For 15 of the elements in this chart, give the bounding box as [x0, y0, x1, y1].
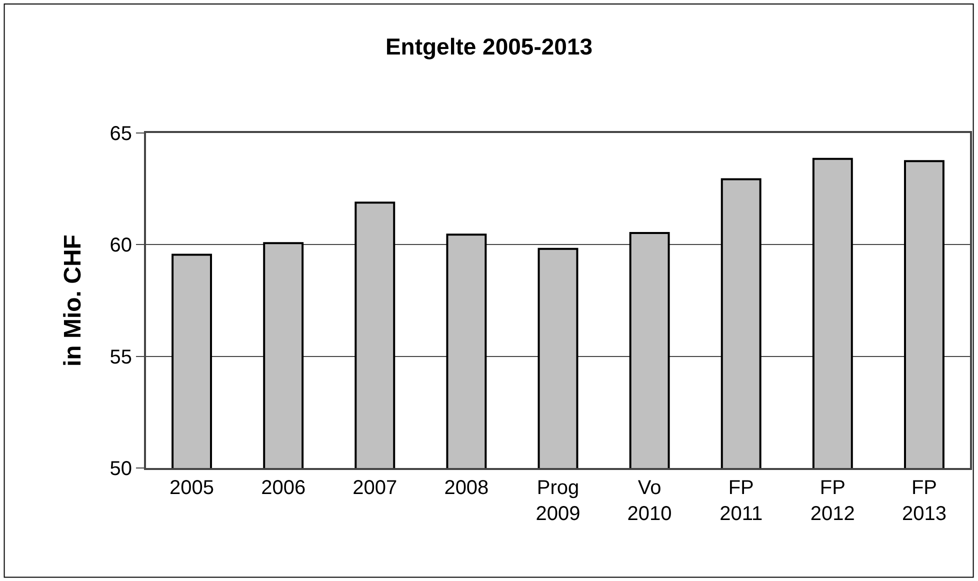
x-tick-label: 2007: [352, 477, 398, 499]
x-tick-label: 2006: [261, 477, 306, 499]
x-tick-label: Vo 2010: [627, 477, 672, 525]
x-tick-label: FP 2013: [902, 477, 946, 525]
y-axis-title: in Mio. CHF: [59, 234, 86, 366]
y-tick-label: 60: [110, 234, 132, 257]
x-tick-label: FP 2011: [720, 477, 763, 525]
x-tick-label: Prog 2009: [536, 477, 580, 525]
x-tick-label: FP 2012: [810, 477, 855, 525]
y-tick-label: 65: [110, 123, 132, 145]
y-tick-label: 50: [110, 458, 132, 480]
y-tick-label: 55: [110, 346, 132, 368]
chart-title: Entgelte 2005-2013: [385, 34, 593, 60]
x-tick-label: 2005: [170, 477, 214, 499]
x-tick-label: 2008: [444, 477, 489, 499]
